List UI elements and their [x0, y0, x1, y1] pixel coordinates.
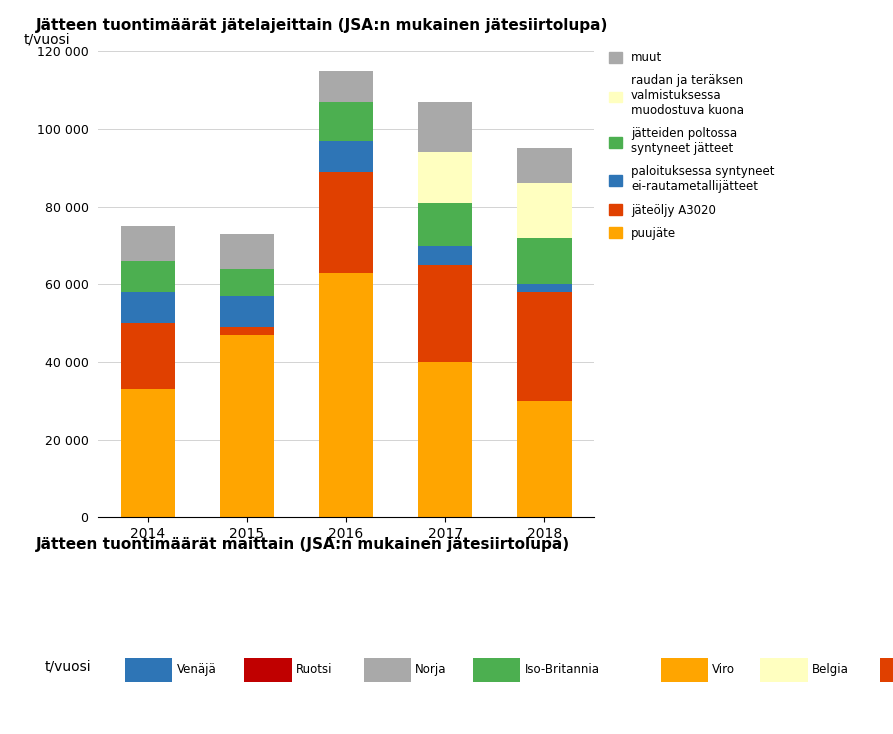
Bar [517, 184, 572, 238]
Text: Norja: Norja [415, 664, 446, 676]
FancyBboxPatch shape [125, 658, 172, 682]
FancyBboxPatch shape [245, 658, 291, 682]
Text: Venäjä: Venäjä [177, 664, 216, 676]
FancyBboxPatch shape [760, 658, 807, 682]
Bar [418, 102, 472, 153]
FancyBboxPatch shape [661, 658, 708, 682]
Text: Ruotsi: Ruotsi [296, 664, 332, 676]
Text: Belgia: Belgia [812, 664, 849, 676]
Bar [418, 246, 472, 265]
Bar [121, 226, 175, 261]
Bar [121, 292, 175, 323]
Bar [517, 292, 572, 401]
Bar [517, 285, 572, 292]
Text: t/vuosi: t/vuosi [24, 33, 71, 47]
Text: Iso-Britannia: Iso-Britannia [525, 664, 600, 676]
Bar [220, 269, 274, 296]
Text: Viro: Viro [713, 664, 735, 676]
Bar [121, 323, 175, 389]
Bar [319, 141, 373, 172]
Bar [418, 203, 472, 246]
Text: Jätteen tuontimäärät maittain (JSA:n mukainen jätesiirtolupa): Jätteen tuontimäärät maittain (JSA:n muk… [36, 537, 570, 552]
Bar [220, 335, 274, 517]
FancyBboxPatch shape [473, 658, 521, 682]
Bar [220, 327, 274, 335]
Text: t/vuosi: t/vuosi [45, 659, 91, 674]
Bar [418, 265, 472, 362]
FancyBboxPatch shape [363, 658, 411, 682]
Bar [121, 261, 175, 292]
Legend: muut, raudan ja teräksen
valmistuksessa
muodostuva kuona, jätteiden poltossa
syn: muut, raudan ja teräksen valmistuksessa … [609, 51, 774, 239]
Bar [121, 389, 175, 517]
Text: Jätteen tuontimäärät jätelajeittain (JSA:n mukainen jätesiirtolupa): Jätteen tuontimäärät jätelajeittain (JSA… [36, 18, 608, 33]
Bar [517, 238, 572, 284]
Bar [220, 296, 274, 327]
Bar [319, 273, 373, 517]
Bar [517, 148, 572, 184]
Bar [319, 70, 373, 102]
FancyBboxPatch shape [880, 658, 893, 682]
Bar [418, 362, 472, 517]
Bar [418, 153, 472, 203]
Bar [319, 172, 373, 273]
Bar [220, 234, 274, 269]
Bar [517, 401, 572, 517]
Bar [319, 102, 373, 141]
